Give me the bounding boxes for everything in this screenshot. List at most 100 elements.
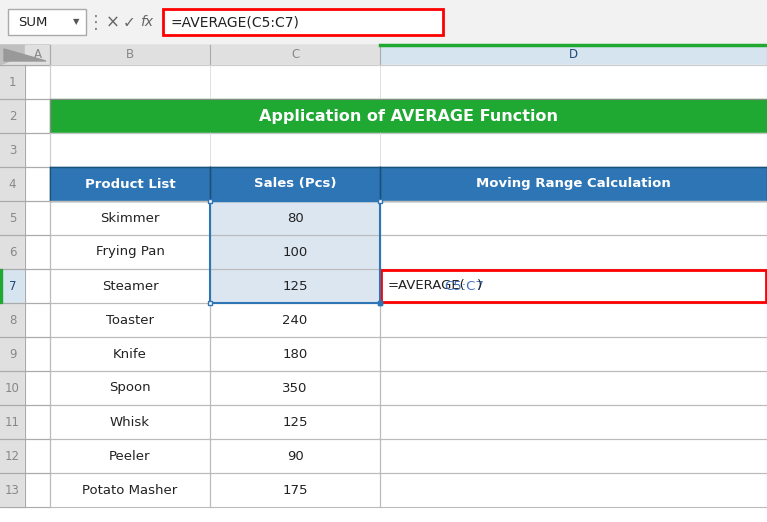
Text: Whisk: Whisk [110,416,150,429]
Bar [210,201,380,235]
Bar [50,269,210,303]
Text: 4: 4 [8,177,16,191]
Text: C: C [291,49,299,62]
Text: 350: 350 [282,382,308,395]
Bar [0,269,2,303]
Bar [378,301,382,305]
Bar [210,303,380,337]
Text: 13: 13 [5,483,20,496]
Bar [50,99,767,133]
Text: ): ) [477,279,482,292]
Bar [25,99,50,133]
Bar [380,405,767,439]
Bar [0,0,767,45]
Text: ▼: ▼ [73,18,79,27]
Bar [50,201,210,235]
Bar [380,337,767,371]
Text: Skimmer: Skimmer [100,211,160,224]
Bar [25,405,50,439]
Bar [25,303,50,337]
Text: Moving Range Calculation: Moving Range Calculation [476,177,671,191]
Text: 125: 125 [282,279,308,292]
Bar [210,133,380,167]
Bar [378,301,382,305]
Bar [0,65,25,99]
Text: D: D [569,49,578,62]
Bar [0,269,25,303]
Text: 125: 125 [282,416,308,429]
Text: 175: 175 [282,483,308,496]
Text: =AVERAGE(: =AVERAGE( [388,279,466,292]
Text: Knife: Knife [113,348,147,361]
Bar [210,405,380,439]
Bar [50,473,210,507]
Bar [0,99,25,133]
Bar [380,269,767,303]
Text: SUM: SUM [18,16,48,29]
Bar [0,167,25,201]
Text: 6: 6 [8,245,16,258]
Text: 80: 80 [287,211,304,224]
Bar [25,337,50,371]
Bar [50,439,210,473]
Bar [0,303,25,337]
Bar [50,405,210,439]
Bar [25,65,50,99]
Text: 12: 12 [5,449,20,462]
Text: ×: × [106,14,120,31]
Bar [0,439,25,473]
Bar [0,45,767,65]
Text: ⋮: ⋮ [87,14,105,31]
Bar [210,269,380,303]
Text: 5: 5 [8,211,16,224]
Bar [210,167,380,201]
Bar [210,473,380,507]
Bar [378,199,382,203]
Bar [210,439,380,473]
Bar [380,167,767,201]
Bar [210,65,380,99]
Bar [25,235,50,269]
Bar [380,473,767,507]
Bar [25,133,50,167]
Bar [0,371,25,405]
Text: 7: 7 [8,279,16,292]
Bar [210,45,380,65]
Bar [25,371,50,405]
Text: Peeler: Peeler [109,449,151,462]
Bar [380,235,767,269]
Text: C5:C7: C5:C7 [444,279,484,292]
Text: fx: fx [140,16,153,30]
Bar [380,45,767,65]
Text: Toaster: Toaster [106,314,154,326]
Text: 100: 100 [282,245,308,258]
Bar [380,371,767,405]
Text: 9: 9 [8,348,16,361]
Text: 2: 2 [8,110,16,123]
Text: B: B [126,49,134,62]
Polygon shape [0,45,50,65]
Bar [25,439,50,473]
Bar [380,201,767,235]
Text: =AVERAGE(C5:C7): =AVERAGE(C5:C7) [170,15,299,29]
Bar [50,65,210,99]
Bar [0,337,25,371]
Text: Spoon: Spoon [109,382,151,395]
Bar [0,133,25,167]
Text: 3: 3 [8,144,16,157]
Bar [380,303,767,337]
Bar [50,45,210,65]
Bar [380,65,767,99]
Text: 180: 180 [282,348,308,361]
Text: 240: 240 [282,314,308,326]
Bar [163,9,443,35]
Bar [210,371,380,405]
Bar [25,269,50,303]
Text: 1: 1 [8,76,16,89]
Bar [25,45,50,65]
Bar [0,201,25,235]
Bar [0,473,25,507]
Text: Frying Pan: Frying Pan [96,245,164,258]
Polygon shape [4,49,46,61]
Bar [50,371,210,405]
